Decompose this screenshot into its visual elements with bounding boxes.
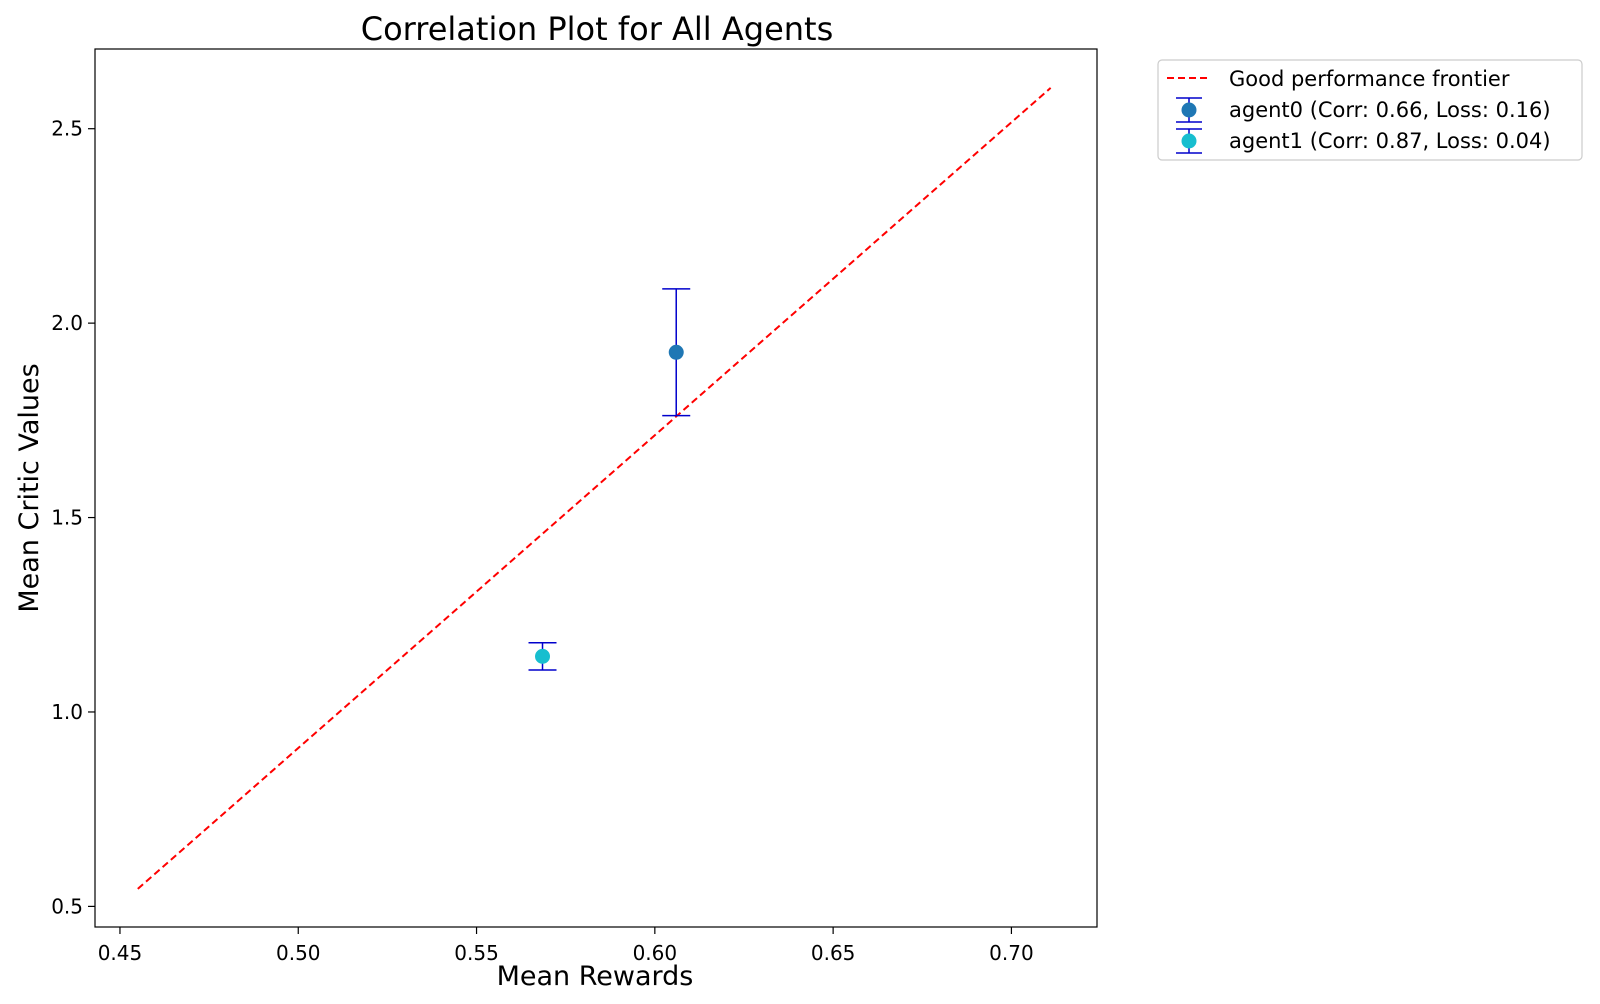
chart-title: Correlation Plot for All Agents [361, 10, 834, 48]
x-axis-label: Mean Rewards [497, 961, 694, 992]
x-tick-label: 0.65 [811, 941, 856, 965]
y-tick-label: 2.5 [51, 117, 83, 141]
legend: Good performance frontier agent0 (Corr: … [1157, 59, 1583, 161]
legend-agent0-label: agent0 (Corr: 0.66, Loss: 0.16) [1229, 98, 1551, 122]
legend-agent1-swatch [1176, 128, 1202, 154]
legend-frontier-label: Good performance frontier [1229, 67, 1510, 91]
y-tick-label: 1.5 [51, 506, 83, 530]
data-point-agent1 [535, 648, 551, 664]
x-tick-label: 0.60 [633, 941, 678, 965]
x-axis-ticks: 0.45 0.50 0.55 0.60 0.65 0.70 [98, 927, 1034, 965]
x-tick-label: 0.45 [98, 941, 143, 965]
data-point-agent0 [668, 344, 684, 360]
x-tick-label: 0.50 [276, 941, 321, 965]
y-axis-label: Mean Critic Values [14, 363, 45, 612]
x-tick-label: 0.55 [454, 941, 499, 965]
legend-agent0-swatch [1176, 97, 1202, 123]
axes-frame [94, 48, 1098, 928]
y-tick-label: 2.0 [51, 311, 83, 335]
x-tick-label: 0.70 [989, 941, 1034, 965]
y-axis-ticks: 0.5 1.0 1.5 2.0 2.5 [51, 117, 95, 918]
y-tick-label: 1.0 [51, 700, 83, 724]
legend-agent1-label: agent1 (Corr: 0.87, Loss: 0.04) [1229, 129, 1551, 153]
y-tick-label: 0.5 [51, 894, 83, 918]
plot-area [137, 87, 1052, 890]
frontier-line [137, 87, 1052, 890]
legend-box [1157, 59, 1583, 161]
